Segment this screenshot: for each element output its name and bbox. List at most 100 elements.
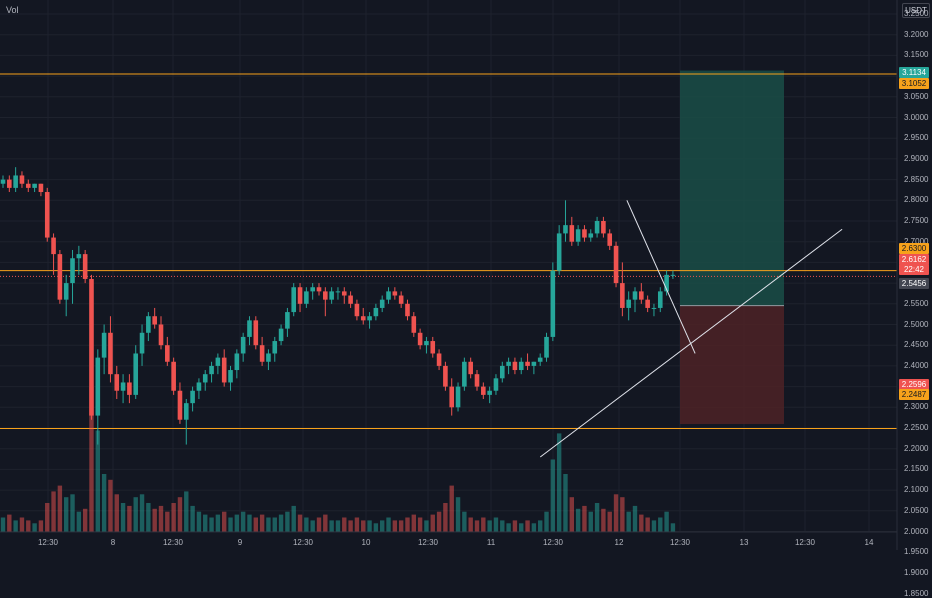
- volume-bar: [569, 497, 574, 532]
- volume-bar: [519, 523, 524, 532]
- volume-bar: [575, 508, 581, 532]
- time-axis-label: 8: [110, 538, 116, 547]
- candle-body: [152, 316, 157, 325]
- volume-bar: [436, 511, 442, 532]
- volume-bar: [670, 523, 676, 532]
- candle-body: [620, 283, 625, 308]
- candle-body: [127, 382, 132, 395]
- candle-body: [82, 254, 88, 279]
- price-axis-label: 2.8500: [904, 174, 929, 184]
- price-axis-label: 3.2500: [904, 9, 929, 18]
- indicator-label[interactable]: Vol: [6, 5, 19, 15]
- volume-bar: [278, 514, 284, 532]
- candle-body: [348, 295, 353, 304]
- volume-bar: [658, 517, 663, 532]
- volume-bar: [373, 523, 379, 532]
- candle-body: [645, 299, 650, 308]
- candle-body: [158, 324, 164, 346]
- time-axis-label: 12:30: [37, 538, 59, 547]
- price-axis-label: 2.9000: [904, 153, 929, 163]
- candle-body: [272, 341, 278, 354]
- stop-price-tag: 2.2596: [899, 379, 929, 390]
- price-chart[interactable]: [0, 0, 932, 550]
- volume-bar: [0, 517, 6, 532]
- candle-body: [569, 225, 575, 242]
- candle-body: [443, 365, 448, 387]
- price-axis-label: 2.7500: [904, 216, 929, 225]
- candle-body: [297, 287, 303, 304]
- volume-bar: [203, 514, 208, 532]
- price-axis-label: 2.4500: [904, 340, 929, 350]
- candle-body: [329, 291, 334, 300]
- volume-bar: [89, 387, 94, 532]
- volume-bar: [538, 520, 543, 532]
- candle-body: [563, 225, 568, 234]
- candle-body: [202, 374, 208, 383]
- candle-body: [95, 357, 101, 416]
- time-axis-label: 12:30: [669, 538, 691, 547]
- price-axis-label: 1.9000: [904, 567, 929, 577]
- volume-bar: [272, 517, 277, 532]
- candle-body: [449, 386, 455, 408]
- price-axis-label: 2.4000: [904, 360, 929, 370]
- volume-bar: [512, 520, 518, 532]
- candle-body: [25, 183, 31, 188]
- volume-bar: [626, 511, 631, 532]
- volume-bar: [323, 514, 328, 532]
- volume-bar: [639, 514, 644, 532]
- volume-bar: [607, 511, 612, 532]
- volume-bar: [348, 520, 353, 532]
- candle-body: [481, 386, 486, 395]
- volume-bar: [253, 517, 258, 532]
- candle-body: [664, 274, 669, 292]
- candle-body: [430, 341, 436, 354]
- candle-body: [240, 336, 246, 354]
- volume-bar: [146, 503, 151, 532]
- price-axis-label: 3.2000: [904, 29, 929, 39]
- candle-body: [354, 303, 360, 317]
- candle-body: [386, 291, 391, 300]
- candle-body: [278, 328, 284, 342]
- candle-body: [114, 374, 120, 391]
- candle-body: [120, 382, 126, 391]
- candle-body: [575, 229, 581, 242]
- candle-body: [215, 357, 221, 366]
- currency-badge[interactable]: USDT: [902, 3, 930, 18]
- candle-body: [651, 307, 657, 309]
- candle-body: [360, 316, 366, 321]
- trend-line: [539, 228, 843, 458]
- volume-bar: [411, 514, 416, 532]
- price-axis-label: 2.0500: [904, 505, 929, 515]
- candle-body: [379, 299, 385, 308]
- entry-price-tag: 2.5456: [899, 278, 929, 289]
- candle-body: [76, 254, 82, 259]
- volume-bar: [455, 497, 461, 532]
- take-profit-zone: [680, 70, 784, 306]
- candle-body: [196, 382, 202, 391]
- volume-bar: [430, 514, 435, 532]
- candle-body: [493, 378, 499, 391]
- volume-bar: [139, 494, 145, 532]
- candle-body: [139, 332, 145, 354]
- price-axis-label: 3.1500: [904, 50, 929, 60]
- candle-body: [89, 278, 94, 416]
- volume-bar: [392, 520, 398, 532]
- time-axis-label: 12: [614, 538, 624, 547]
- volume-bar: [70, 494, 75, 532]
- volume-bar: [594, 503, 600, 532]
- candle-body: [601, 221, 606, 234]
- candle-body: [499, 365, 505, 379]
- volume-bar: [335, 520, 341, 532]
- candle-body: [487, 390, 492, 395]
- volume-bar: [329, 520, 334, 532]
- volume-bar: [645, 517, 650, 532]
- price-axis-label: 2.5500: [904, 298, 929, 308]
- volume-bar: [544, 511, 549, 532]
- candle-body: [310, 287, 315, 292]
- candle-body: [335, 291, 341, 293]
- time-axis-label: 12:30: [417, 538, 439, 547]
- volume-bar: [196, 511, 202, 532]
- volume-bar: [247, 514, 252, 532]
- volume-bar: [582, 505, 587, 532]
